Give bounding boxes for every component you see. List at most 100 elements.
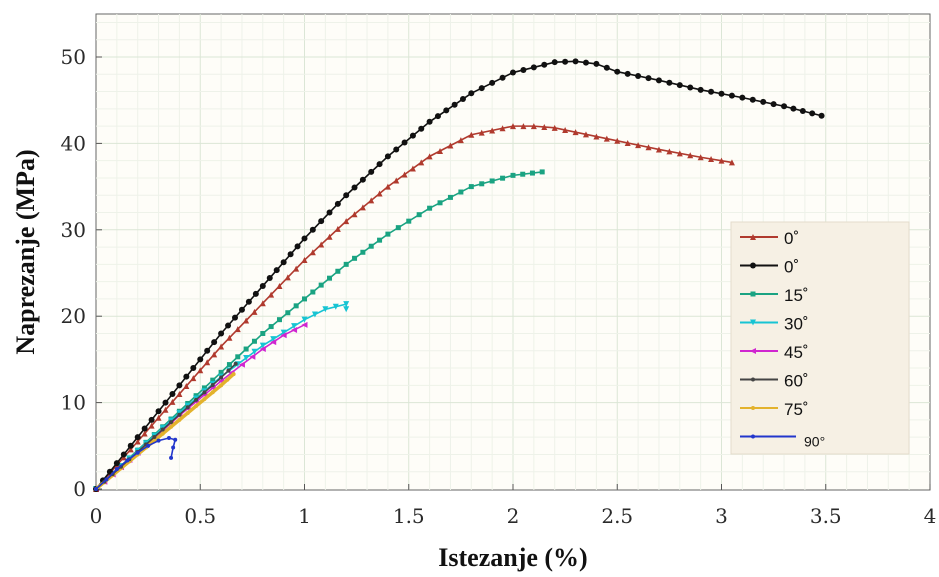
- legend-item-1: 0˚: [740, 229, 799, 248]
- data-point: [676, 150, 683, 157]
- data-point: [301, 235, 308, 242]
- data-point: [127, 446, 134, 453]
- x-tick-label: 3.5: [810, 504, 842, 528]
- data-point: [335, 268, 341, 274]
- legend-label: 90°: [804, 434, 825, 450]
- data-point: [479, 181, 485, 187]
- data-point: [809, 110, 816, 117]
- data-point: [739, 94, 746, 101]
- data-point: [260, 330, 266, 336]
- data-point: [593, 133, 600, 140]
- data-point: [377, 237, 383, 243]
- data-point: [231, 372, 236, 377]
- data-point: [451, 101, 458, 108]
- data-point: [437, 147, 444, 154]
- data-point: [327, 275, 333, 281]
- x-tick-label: 0.5: [184, 504, 216, 528]
- data-point: [202, 390, 207, 395]
- data-point: [155, 414, 162, 421]
- data-point: [376, 190, 383, 197]
- data-point: [259, 346, 266, 353]
- legend-label: 15˚: [784, 286, 809, 305]
- data-point: [520, 66, 527, 73]
- data-point: [183, 383, 190, 390]
- data-point: [520, 171, 526, 177]
- data-point: [624, 139, 631, 146]
- x-tick-label: 2: [507, 504, 520, 528]
- data-point: [500, 175, 506, 181]
- data-point: [393, 146, 400, 153]
- data-point: [478, 129, 485, 136]
- data-point: [190, 365, 197, 372]
- data-point: [447, 194, 453, 200]
- data-point: [351, 211, 358, 218]
- x-tick-label: 0: [90, 504, 103, 528]
- data-point: [790, 105, 797, 112]
- data-point: [291, 327, 298, 334]
- data-point: [280, 332, 287, 339]
- data-point: [582, 59, 589, 66]
- data-point: [489, 178, 495, 184]
- data-point: [127, 442, 134, 449]
- data-point: [351, 184, 358, 191]
- data-point: [376, 161, 383, 168]
- data-point: [148, 422, 155, 429]
- legend-box: [730, 221, 910, 455]
- data-point: [551, 124, 558, 131]
- data-point: [280, 329, 287, 336]
- data-point: [343, 218, 350, 225]
- data-point: [457, 137, 464, 144]
- data-point: [530, 123, 537, 130]
- series-2: [93, 58, 825, 492]
- data-point: [697, 154, 704, 161]
- data-point: [751, 434, 755, 439]
- data-point: [384, 153, 391, 160]
- data-point: [359, 176, 366, 183]
- data-point: [243, 317, 250, 324]
- data-point: [562, 58, 569, 65]
- data-point: [562, 127, 569, 134]
- data-point: [135, 450, 140, 455]
- data-point: [541, 61, 548, 68]
- data-point: [718, 90, 725, 97]
- data-point: [113, 460, 120, 467]
- data-point: [426, 118, 433, 125]
- data-point: [197, 356, 204, 363]
- data-point: [226, 334, 233, 341]
- data-point: [593, 60, 600, 67]
- data-point: [134, 434, 141, 441]
- data-point: [750, 319, 756, 326]
- data-point: [169, 424, 174, 429]
- data-point: [125, 458, 130, 463]
- data-point: [401, 171, 408, 178]
- legend-item-7: 75˚: [740, 400, 809, 419]
- data-point: [343, 301, 350, 308]
- data-point: [489, 79, 496, 86]
- data-point: [169, 398, 176, 405]
- data-point: [687, 152, 694, 159]
- data-point: [334, 225, 341, 232]
- data-point: [728, 159, 735, 166]
- data-point: [318, 282, 324, 288]
- data-point: [243, 346, 249, 352]
- data-point: [226, 362, 232, 368]
- data-point: [270, 339, 277, 346]
- data-point: [666, 79, 673, 86]
- data-point: [468, 90, 475, 97]
- y-tick-label: 10: [61, 391, 86, 415]
- data-point: [510, 69, 516, 76]
- data-point: [104, 477, 109, 482]
- data-point: [233, 361, 238, 366]
- data-point: [169, 455, 174, 460]
- data-point: [201, 385, 207, 391]
- data-point: [655, 146, 662, 153]
- data-point: [301, 321, 308, 328]
- legend-item-8: 90°: [740, 434, 825, 450]
- data-point: [225, 377, 230, 382]
- data-point: [635, 142, 642, 149]
- data-point: [343, 192, 350, 199]
- legend-label: 30˚: [784, 315, 809, 334]
- y-tick-label: 0: [73, 477, 86, 501]
